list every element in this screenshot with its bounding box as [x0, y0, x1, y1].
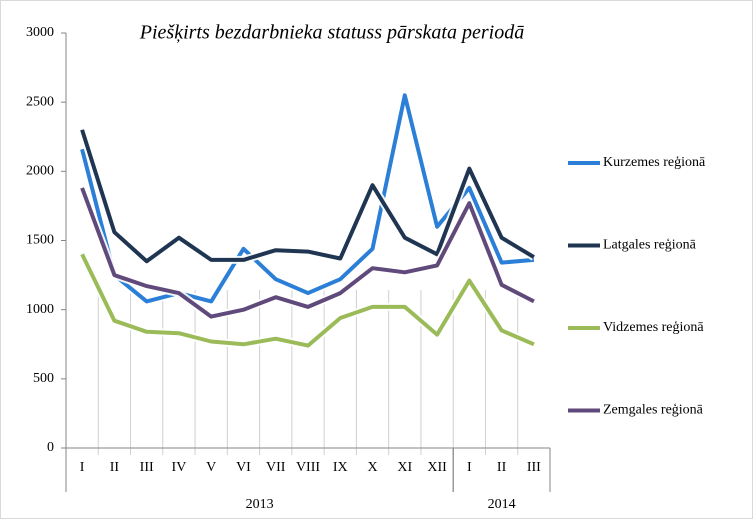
x-tick-label: IX — [333, 460, 348, 475]
x-tick-label: VI — [236, 460, 251, 475]
x-tick-label: I — [467, 460, 472, 475]
x-tick-label: X — [367, 460, 377, 475]
x-tick-label: XII — [427, 460, 447, 475]
legend-label: Vidzemes reģionā — [603, 319, 704, 335]
y-tick-label: 500 — [33, 371, 54, 386]
y-tick-label: 0 — [47, 440, 54, 455]
y-tick-label: 1000 — [26, 302, 54, 317]
series-line — [80, 187, 535, 319]
group-label: 2013 — [246, 497, 274, 512]
y-tick-label: 1500 — [26, 233, 54, 248]
x-tick-label: I — [80, 460, 85, 475]
chart-title: Piešķirts bezdarbnieka statuss pārskata … — [139, 22, 524, 44]
x-tick-label: III — [527, 460, 541, 475]
x-tick-label: IV — [172, 460, 187, 475]
x-tick-label: V — [206, 460, 216, 475]
x-tick-label: III — [140, 460, 154, 475]
legend-label: Latgales reģionā — [603, 237, 697, 253]
y-tick-label: 2000 — [26, 164, 54, 179]
x-tick-label: II — [497, 460, 507, 475]
x-tick-label: XI — [397, 460, 412, 475]
legend-label: Kurzemes reģionā — [603, 154, 706, 170]
y-tick-label: 2500 — [26, 94, 54, 109]
series-line — [80, 253, 535, 348]
legend-label: Zemgales reģionā — [603, 402, 704, 418]
series-line — [80, 129, 535, 264]
x-tick-label: VIII — [296, 460, 320, 475]
x-tick-label: VII — [266, 460, 286, 475]
x-tick-label: II — [110, 460, 120, 475]
y-tick-label: 3000 — [26, 25, 54, 40]
group-label: 2014 — [488, 497, 516, 512]
